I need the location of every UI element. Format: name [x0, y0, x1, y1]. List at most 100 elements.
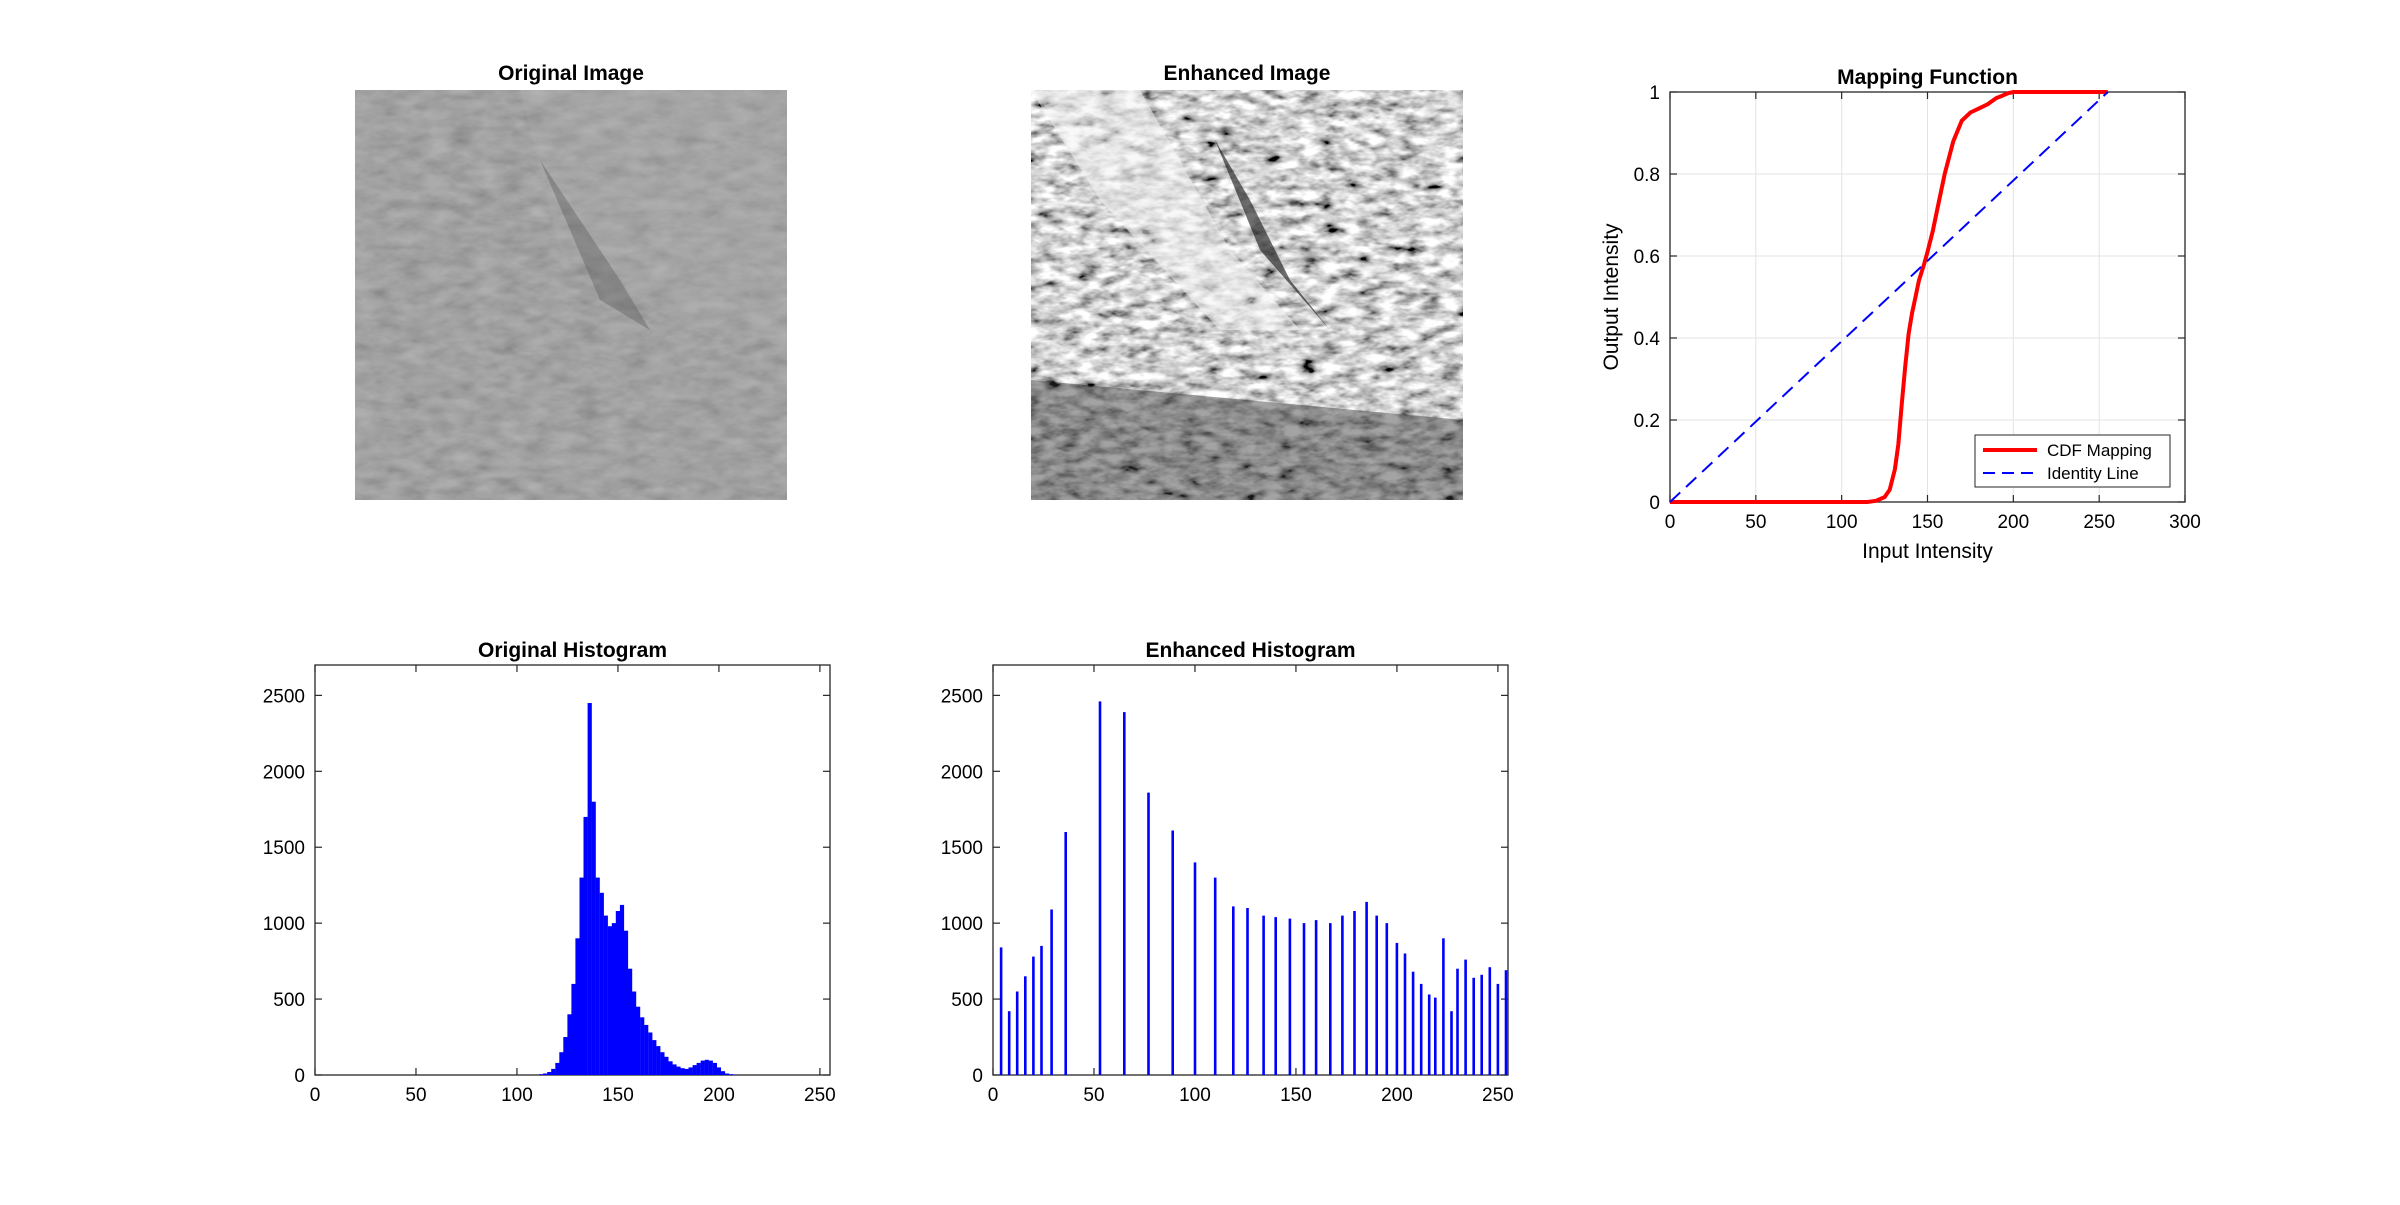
orig-hist-bar-10 — [575, 938, 579, 1075]
orig-hist-bar-44 — [713, 1063, 717, 1075]
orig-hist-bar-45 — [717, 1067, 721, 1075]
enh-hist-ytick-label-5: 2500 — [941, 686, 983, 707]
orig-hist-bar-23 — [628, 969, 632, 1075]
original-image-title: Original Image — [498, 62, 644, 85]
orig-hist-xtick-label-2: 100 — [501, 1085, 533, 1106]
mapping-xtick-label-5: 250 — [2083, 512, 2115, 533]
orig-hist-bar-38 — [689, 1067, 693, 1075]
orig-hist-bar-14 — [592, 802, 596, 1075]
enh-hist-bar-8 — [1099, 701, 1102, 1075]
enh-hist-bar-24 — [1365, 902, 1368, 1075]
original-image — [355, 90, 787, 500]
enh-hist-ytick-label-2: 1000 — [941, 914, 983, 935]
enh-hist-ytick-label-4: 2000 — [941, 762, 983, 783]
orig-hist-bar-25 — [636, 1007, 640, 1075]
enh-hist-bar-41 — [1505, 970, 1508, 1075]
enh-hist-bar-32 — [1434, 998, 1437, 1075]
orig-hist-bar-42 — [705, 1060, 709, 1075]
enh-hist-xtick-label-1: 50 — [1083, 1085, 1104, 1106]
enh-hist-bar-9 — [1123, 712, 1126, 1075]
orig-hist-bar-7 — [563, 1037, 567, 1075]
orig-hist-bar-24 — [632, 992, 636, 1076]
enh-hist-bar-34 — [1450, 1011, 1453, 1075]
enh-hist-bar-39 — [1489, 967, 1492, 1075]
enh-hist-bar-18 — [1289, 919, 1292, 1075]
enh-hist-bar-5 — [1040, 946, 1043, 1075]
enh-hist-bar-11 — [1171, 831, 1174, 1076]
orig-hist-xtick-label-1: 50 — [405, 1085, 426, 1106]
enh-hist-plot-area — [993, 665, 1508, 1075]
enh-hist-xtick-label-2: 100 — [1179, 1085, 1211, 1106]
enh-hist-bar-31 — [1428, 995, 1431, 1076]
orig-hist-bar-30 — [656, 1046, 660, 1075]
enh-hist-ytick-label-3: 1500 — [941, 838, 983, 859]
enh-hist-bar-1 — [1008, 1011, 1011, 1075]
enh-hist-bar-35 — [1456, 969, 1459, 1075]
mapping-legend-label-1: Identity Line — [2047, 464, 2139, 483]
enh-hist-bar-17 — [1274, 917, 1277, 1075]
orig-hist-bar-27 — [644, 1025, 648, 1075]
mapping-xtick-label-1: 50 — [1745, 512, 1766, 533]
orig-hist-bar-18 — [608, 926, 612, 1075]
orig-hist-bar-4 — [551, 1069, 555, 1075]
enh-hist-bar-2 — [1016, 992, 1019, 1076]
enh-hist-bar-25 — [1375, 916, 1378, 1075]
enh-hist-bar-7 — [1064, 832, 1067, 1075]
enh-hist-bar-21 — [1329, 923, 1332, 1075]
enh-hist-bar-20 — [1315, 920, 1318, 1075]
orig-hist-bar-2 — [543, 1074, 547, 1076]
orig-hist-bar-41 — [701, 1061, 705, 1075]
mapping-ytick-label-3: 0.6 — [1634, 247, 1660, 268]
mapping-xtick-label-2: 100 — [1826, 512, 1858, 533]
enh-hist-bar-16 — [1262, 916, 1265, 1075]
enh-hist-ytick-label-0: 0 — [972, 1066, 983, 1087]
orig-hist-ytick-label-5: 2500 — [263, 686, 305, 707]
orig-hist-bar-11 — [580, 878, 584, 1075]
orig-hist-bar-5 — [555, 1063, 559, 1075]
orig-hist-ytick-label-3: 1500 — [263, 838, 305, 859]
enh-hist-bar-40 — [1497, 984, 1500, 1075]
orig-hist-bar-26 — [640, 1017, 644, 1075]
mapping-ylabel: Output Intensity — [1600, 223, 1623, 371]
orig-hist-bar-36 — [681, 1068, 685, 1075]
orig-hist-bar-22 — [624, 931, 628, 1075]
orig-hist-title: Original Histogram — [478, 639, 667, 662]
orig-hist-ytick-label-2: 1000 — [263, 914, 305, 935]
enh-hist-bar-30 — [1420, 984, 1423, 1075]
orig-hist-bar-39 — [693, 1065, 697, 1075]
orig-hist-bar-8 — [567, 1014, 571, 1075]
orig-hist-bar-33 — [668, 1061, 672, 1075]
enh-hist-bar-27 — [1396, 943, 1399, 1075]
mapping-xlabel: Input Intensity — [1862, 540, 1993, 563]
orig-hist-bar-6 — [559, 1052, 563, 1075]
orig-hist-bar-13 — [588, 703, 592, 1075]
orig-hist-bar-9 — [571, 984, 575, 1075]
enh-hist-bar-29 — [1412, 972, 1415, 1075]
enhanced-image — [1031, 90, 1463, 500]
orig-hist-bar-20 — [616, 911, 620, 1075]
orig-hist-bar-37 — [685, 1069, 689, 1075]
orig-hist-bar-48 — [729, 1074, 733, 1075]
enh-hist-bar-10 — [1147, 793, 1150, 1075]
orig-hist-xtick-label-4: 200 — [703, 1085, 735, 1106]
orig-hist-bar-47 — [725, 1074, 729, 1076]
enh-hist-bar-33 — [1442, 938, 1445, 1075]
mapping-ytick-label-5: 1 — [1649, 83, 1660, 104]
orig-hist-bar-31 — [660, 1052, 664, 1075]
mapping-ytick-label-0: 0 — [1649, 493, 1660, 514]
enh-hist-bar-26 — [1386, 923, 1389, 1075]
enh-hist-bar-37 — [1472, 978, 1475, 1075]
orig-hist-bar-3 — [547, 1072, 551, 1075]
orig-hist-bar-19 — [612, 923, 616, 1075]
orig-hist-ytick-label-4: 2000 — [263, 762, 305, 783]
orig-hist-bar-35 — [676, 1067, 680, 1075]
enh-hist-bar-22 — [1341, 916, 1344, 1075]
orig-hist-xtick-label-0: 0 — [310, 1085, 321, 1106]
mapping-ytick-label-4: 0.8 — [1634, 165, 1660, 186]
mapping-legend-label-0: CDF Mapping — [2047, 441, 2152, 460]
mapping-title: Mapping Function — [1837, 66, 2018, 89]
orig-hist-bar-16 — [600, 893, 604, 1075]
